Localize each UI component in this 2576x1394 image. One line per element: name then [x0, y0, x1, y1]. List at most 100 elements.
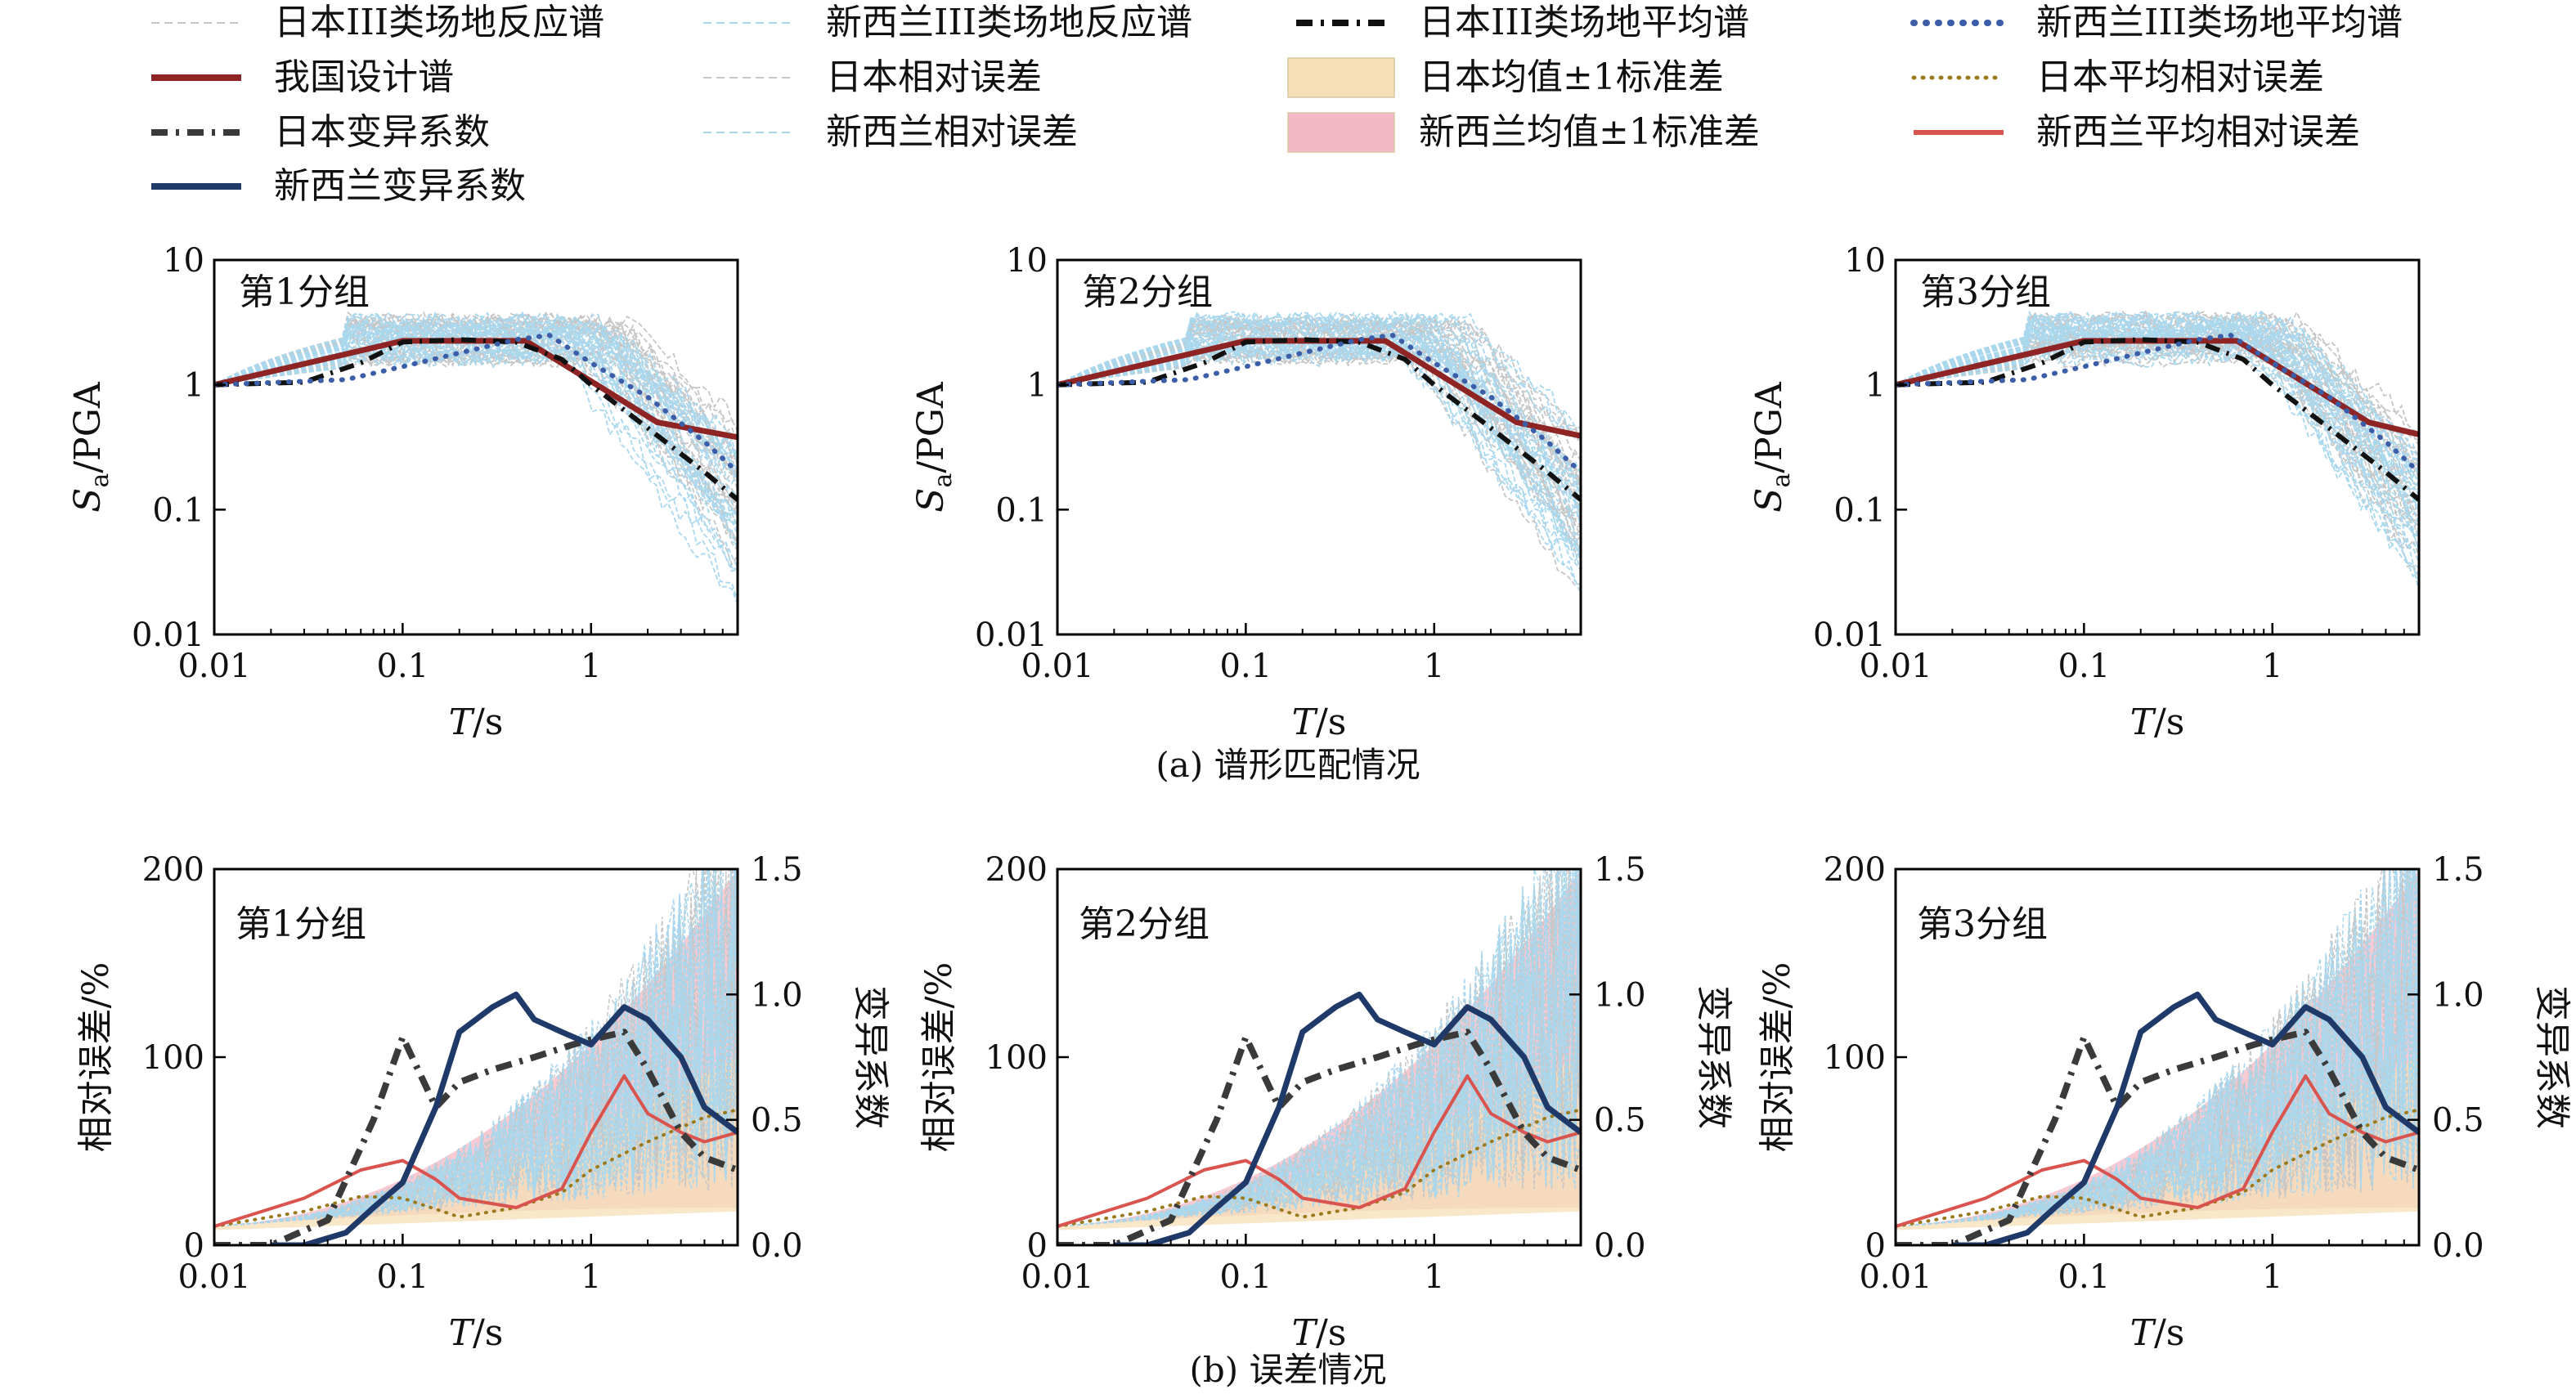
legend-label: 日本III类场地反应谱	[274, 2, 604, 43]
record-spectrum	[1896, 350, 2419, 578]
jp-std-band	[214, 1057, 738, 1230]
y-tick-label: 1	[1865, 367, 1886, 405]
x-tick-label: 0.01	[177, 1258, 250, 1296]
series-3	[1952, 991, 2419, 1245]
legend-label: 新西兰相对误差	[826, 111, 1078, 153]
y2-tick-label: 0.5	[1594, 1102, 1646, 1140]
record-spectrum	[214, 311, 738, 471]
record-spectrum	[1896, 346, 2419, 542]
y-tick-label: 0.1	[995, 491, 1048, 529]
x-tick-label: 0.1	[1220, 648, 1272, 685]
y-tick-label: 100	[985, 1039, 1048, 1077]
x-tick-label: 0.1	[1220, 1258, 1272, 1296]
group-annotation: 第1分组	[236, 903, 366, 945]
plot-frame	[1056, 258, 1582, 636]
y-tick-label: 1	[184, 367, 204, 405]
series-2	[1896, 332, 2419, 475]
y-tick-label: 0.01	[1813, 616, 1886, 654]
y2-tick-label: 0.0	[1594, 1227, 1646, 1265]
series-1	[1057, 1074, 1581, 1228]
x-tick-label: 0.1	[377, 648, 429, 685]
x-tick-label: 1	[581, 648, 601, 685]
series-3	[1114, 991, 1581, 1245]
relative-error-curve	[1057, 869, 1581, 1227]
legend-item: 新西兰III类场地平均谱	[1910, 2, 2403, 43]
y-axis-label: Sa/PGA	[67, 381, 114, 513]
legend-item: 新西兰III类场地反应谱	[703, 2, 1192, 43]
y-tick-label: 200	[1824, 851, 1886, 889]
x-tick-label: 0.01	[1021, 648, 1093, 685]
legend-item: 我国设计谱	[151, 56, 454, 98]
record-spectrum	[1057, 349, 1581, 527]
record-spectrum	[214, 343, 738, 524]
legend-label: 日本变异系数	[274, 111, 490, 153]
y-tick-label: 0	[1027, 1227, 1048, 1265]
relative-error-curve	[1896, 889, 2419, 1227]
record-spectrum	[1057, 312, 1581, 573]
jp-std-band	[1057, 1057, 1581, 1230]
record-curves	[214, 869, 738, 1230]
record-curves	[214, 311, 738, 605]
legend-label: 日本平均相对误差	[2036, 56, 2324, 98]
y2-axis-label: 变异系数	[850, 985, 891, 1129]
relative-error-curve	[1057, 891, 1581, 1227]
y-tick-label: 1	[1027, 367, 1048, 405]
record-spectrum	[214, 335, 738, 571]
x-tick-label: 0.1	[2058, 648, 2111, 685]
y-tick-label: 0.1	[1833, 491, 1886, 529]
y2-tick-label: 0.0	[2432, 1227, 2484, 1265]
series-1	[1896, 1074, 2419, 1228]
record-spectrum	[1896, 311, 2419, 537]
chart-panel-b3: 0.01 0.1 1 0 100 200 0.0 0.5 1.0 1.5 第3分组 T/s 相对误差/%…	[1757, 851, 2573, 1354]
record-spectrum	[214, 312, 738, 536]
chart-panel-b2: 0.01 0.1 1 0 100 200 0.0 0.5 1.0 1.5 第2分组 T/s 相对误差/%…	[918, 851, 1735, 1354]
legend-label: 新西兰均值±1标准差	[1419, 111, 1760, 153]
series-1	[214, 337, 738, 502]
y-axis-label: Sa/PGA	[910, 381, 958, 513]
record-curves	[1057, 869, 1581, 1230]
series-0	[1057, 338, 1581, 439]
legend-item: 新西兰均值±1标准差	[1287, 111, 1760, 153]
group-annotation: 第3分组	[1920, 271, 2051, 313]
record-spectrum	[1896, 329, 2419, 568]
y-tick-label: 0	[184, 1227, 204, 1265]
chart-panel-a3: 0.01 0.1 1 0.01 0.1 1 10 第3分组 T/s Sa/PGA	[1748, 242, 2421, 743]
legend: 日本III类场地反应谱 新西兰III类场地反应谱 日本III类场地平均谱 新西兰III…	[151, 2, 2403, 207]
y-tick-label: 0.01	[975, 616, 1048, 654]
record-spectrum	[1896, 344, 2419, 507]
group-annotation: 第2分组	[1082, 271, 1213, 313]
y2-tick-label: 0.0	[751, 1227, 803, 1265]
legend-item: 日本均值±1标准差	[1287, 56, 1724, 98]
record-spectrum	[214, 312, 738, 474]
record-spectrum	[214, 343, 738, 605]
legend-marker	[1287, 57, 1395, 98]
y2-tick-label: 0.5	[2432, 1102, 2484, 1140]
x-axis-label: T/s	[2130, 1312, 2185, 1354]
record-spectrum	[1896, 324, 2419, 486]
record-spectrum	[1057, 324, 1581, 509]
series-1	[214, 1074, 738, 1228]
legend-label: 日本III类场地平均谱	[1419, 2, 1749, 43]
y-tick-label: 200	[142, 851, 204, 889]
record-spectrum	[214, 346, 738, 531]
x-axis-label: T/s	[449, 701, 504, 743]
y-tick-label: 100	[1824, 1039, 1886, 1077]
y2-axis-label: 变异系数	[1693, 985, 1735, 1129]
y-axis-label: 相对误差/%	[1757, 962, 1798, 1153]
record-spectrum	[1896, 347, 2419, 582]
caption-b: (b) 误差情况	[1189, 1350, 1386, 1390]
x-tick-label: 1	[1424, 1258, 1444, 1296]
y-tick-label: 10	[1844, 242, 1886, 280]
record-curves	[1057, 310, 1581, 594]
record-spectrum	[1057, 312, 1581, 430]
record-spectrum	[1896, 341, 2419, 491]
series-2	[1057, 332, 1581, 475]
plot-frame	[1894, 258, 2421, 636]
legend-label: 日本均值±1标准差	[1419, 56, 1724, 98]
x-tick-label: 1	[2262, 1258, 2282, 1296]
y-axis-label: 相对误差/%	[75, 962, 117, 1153]
record-spectrum	[1057, 331, 1581, 594]
x-tick-label: 0.01	[177, 648, 250, 685]
series-1	[1057, 337, 1581, 502]
